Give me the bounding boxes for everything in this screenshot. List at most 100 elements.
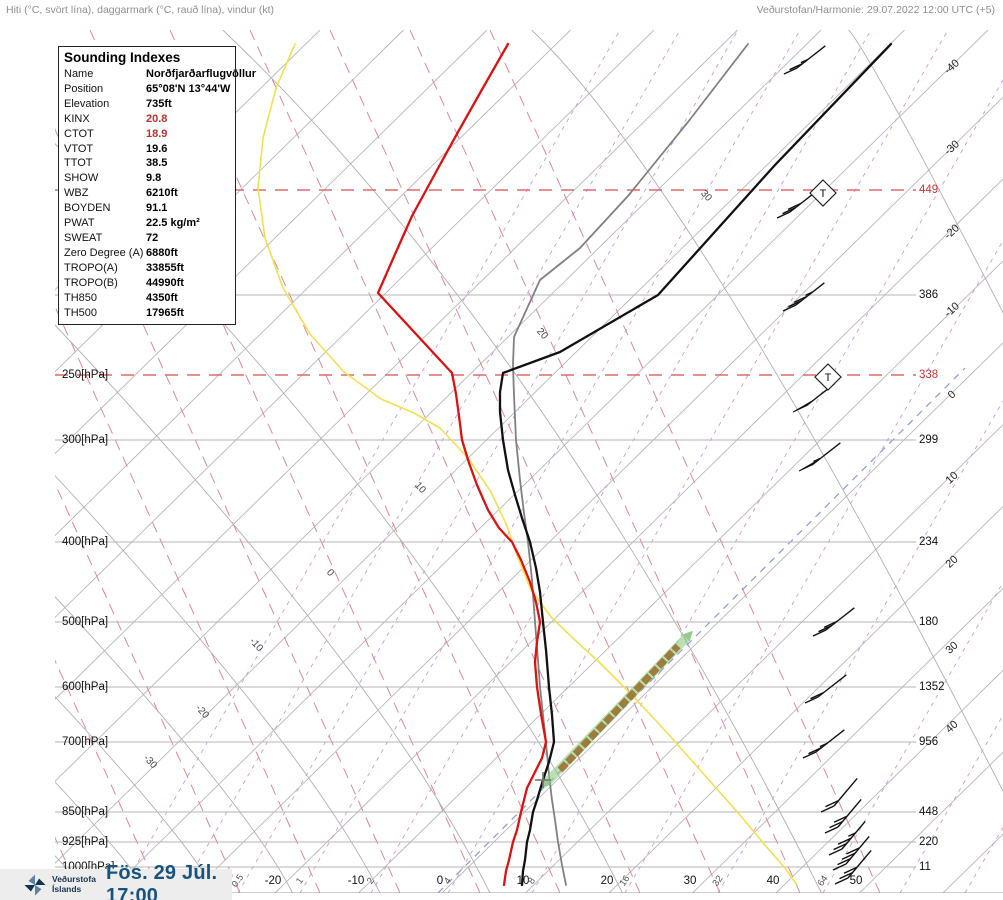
wind-barb (802, 729, 845, 759)
wind-barb (782, 282, 825, 312)
index-value: 6880ft (146, 246, 178, 259)
isotherm-label-bottom: 20 (600, 875, 614, 887)
dry-adiabat-gridline (55, 324, 491, 893)
panel-title: Sounding Indexes (64, 50, 181, 65)
auxiliary-gray-curve (512, 43, 749, 886)
moist-adiabat-gridline (55, 305, 321, 893)
header-left-text: Hiti (°C, svört lína), daggarmark (°C, r… (6, 4, 275, 16)
isotherm-gridline (55, 30, 404, 373)
height-label-600: 1352 (919, 681, 945, 693)
index-value: 9.8 (146, 172, 162, 185)
logo-text-line2: Íslands (52, 883, 82, 894)
dry-adiabat-gridline (55, 596, 293, 893)
dry-adiabat-gridline (55, 696, 216, 893)
height-label-250: 338 (919, 369, 939, 381)
index-label: TH500 (64, 306, 98, 319)
index-row: TROPO(A) 33855ft (64, 261, 230, 276)
index-value: 72 (146, 231, 159, 244)
dry-adiabat-gridline (222, 30, 822, 893)
height-label-925: 220 (919, 836, 939, 848)
index-row: Zero Degree (A) 6880ft (64, 246, 230, 261)
index-label: Name (64, 68, 94, 80)
index-label: TROPO(A) (64, 261, 118, 274)
moist-adiabat-gridline (409, 30, 801, 893)
height-label-1000: 11 (919, 861, 931, 873)
mixing-ratio-gridline (119, 30, 621, 893)
isotherm-gridline (692, 587, 1003, 893)
index-row: Elevation 735ft (64, 97, 230, 112)
index-label: KINX (64, 112, 90, 125)
dry-adiabat-gridline (531, 30, 1003, 793)
wind-barb (812, 607, 855, 637)
index-value: 22.5 kg/m² (146, 217, 200, 230)
index-value: 44990ft (146, 276, 184, 289)
dry-adiabat-gridline (55, 855, 87, 893)
index-label: Position (64, 82, 104, 95)
index-label: SHOW (64, 172, 99, 185)
moist-adiabat-gridline (169, 30, 561, 893)
index-label: TTOT (64, 157, 93, 170)
height-label-500: 180 (919, 616, 939, 628)
mixing-ratio-gridline (299, 30, 801, 893)
index-row: WBZ 6210ft (64, 186, 230, 201)
mixing-ratio-gridline (717, 400, 1003, 893)
wind-barb (798, 442, 841, 472)
height-label-700: 956 (919, 736, 939, 748)
index-value: 4350ft (146, 291, 178, 304)
index-label: PWAT (64, 217, 95, 230)
logo-text-line1: Veðurstofa (52, 874, 96, 884)
dewpoint-curve (376, 42, 548, 887)
index-value: 17965ft (146, 306, 184, 319)
pressure-axis-label-300: 300[hPa] (62, 434, 109, 446)
green-arrowhead-end (682, 630, 693, 642)
wind-barb (804, 674, 847, 704)
pressure-axis-label-925: 925[hPa] (62, 836, 109, 848)
logo-text: Veðurstofa Íslands (52, 874, 96, 894)
pressure-axis-label-400: 400[hPa] (62, 536, 109, 548)
mixing-ratio-gridline (179, 30, 681, 893)
index-row: Name Norðfjarðarflugvöllur (64, 67, 256, 82)
index-row: TROPO(B) 44990ft (64, 276, 230, 291)
isotherm-gridline (55, 30, 905, 864)
mixing-ratio-gridline (624, 239, 1003, 893)
index-value: 65°08'N 13°44'W (146, 82, 231, 95)
moist-adiabat-gridline (249, 30, 641, 893)
footer-bar: Veðurstofa Íslands Fös. 29 Júl. 17:00 (0, 862, 232, 900)
isotherm-label-bottom: 10 (516, 875, 530, 887)
index-value: 33855ft (146, 261, 184, 274)
index-row: VTOT 19.6 (64, 142, 230, 157)
mixing-ratio-gridline (899, 714, 1003, 893)
height-label-300: 299 (919, 434, 939, 446)
index-row: TTOT 38.5 (64, 156, 230, 171)
isotherm-gridline (525, 424, 1003, 893)
height-label-200: 386 (919, 289, 939, 301)
isotherm-gridline (55, 30, 488, 455)
index-value: 19.6 (146, 142, 168, 155)
temperature-curve (498, 42, 893, 887)
isotherm-gridline (55, 30, 571, 537)
wind-barb (820, 777, 858, 813)
index-label: TROPO(B) (64, 276, 118, 289)
isotherm-gridline (441, 342, 1003, 893)
index-value: 20.8 (146, 112, 168, 125)
index-value: 6210ft (146, 187, 178, 200)
moist-adiabat-gridline (55, 128, 401, 893)
svg-text:T: T (820, 188, 827, 200)
height-label-850: 448 (919, 806, 939, 818)
moist-adiabat-gridline (489, 30, 881, 893)
height-label-150: 449 (919, 184, 939, 196)
isotherm-label-bottom: 40 (766, 875, 780, 887)
sounding-indexes-panel: Sounding Indexes Name Norðfjarðarflugvöll… (58, 46, 256, 326)
index-row: SWEAT 72 (64, 231, 230, 246)
mixing-ratio-gridline (822, 581, 1003, 893)
isotherm-gridline (55, 30, 738, 700)
index-label: WBZ (64, 187, 89, 200)
pressure-axis-label-250: 250[hPa] (62, 369, 109, 381)
isotherm-gridline (775, 669, 1003, 893)
tropopause-marker: T (809, 179, 837, 207)
isotherm-gridline (107, 30, 989, 893)
mixing-ratio-gridline (964, 826, 1003, 893)
isotherm-gridline (55, 30, 822, 782)
